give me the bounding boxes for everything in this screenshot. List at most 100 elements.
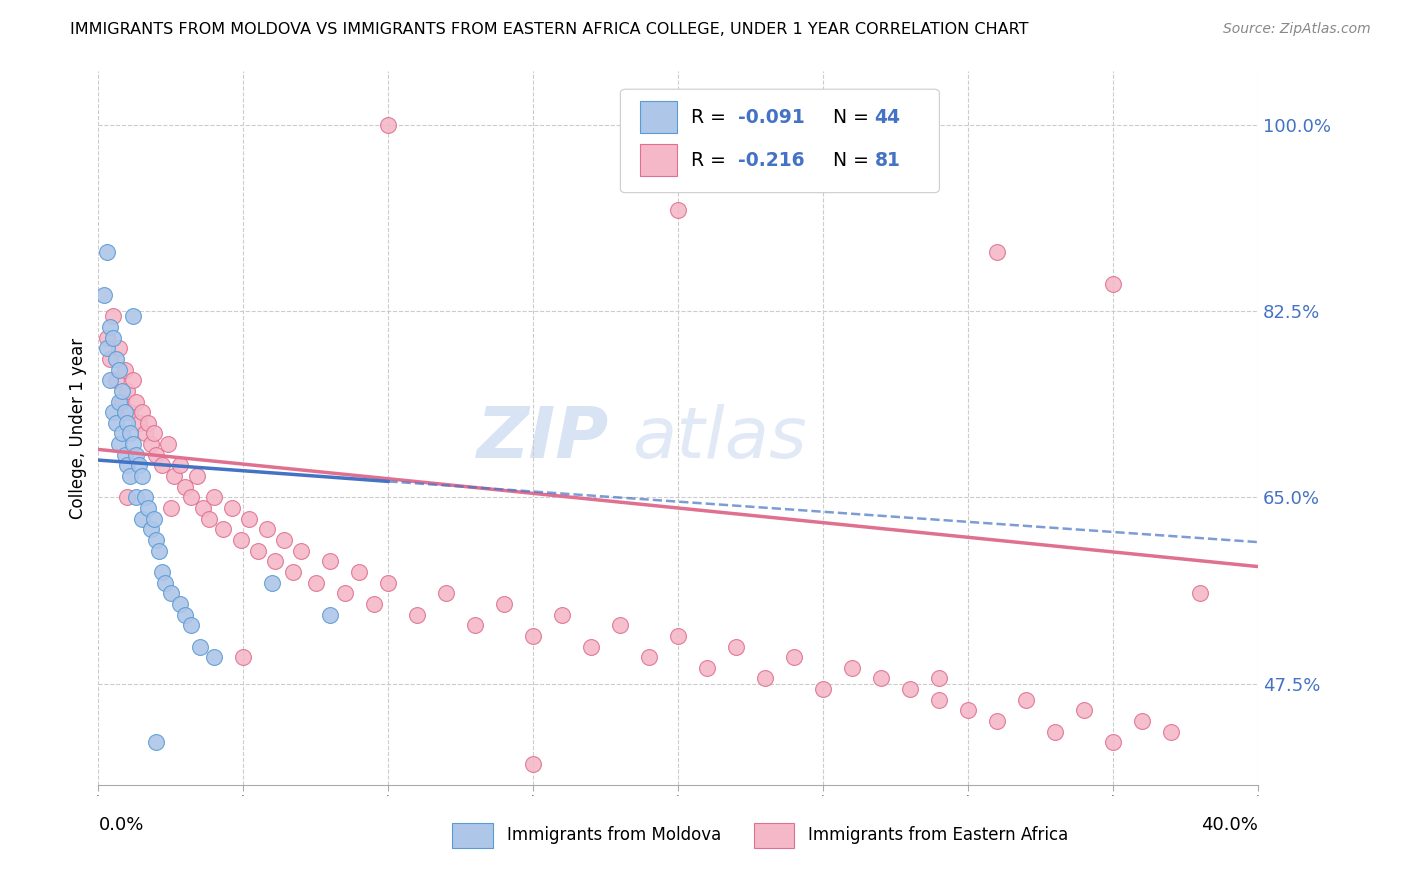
Text: N =: N = bbox=[821, 108, 875, 128]
Point bbox=[212, 522, 235, 536]
Point bbox=[928, 692, 950, 706]
Point bbox=[104, 351, 127, 366]
Point bbox=[174, 480, 197, 494]
Point bbox=[96, 245, 118, 260]
Point bbox=[169, 597, 191, 611]
Point bbox=[120, 405, 142, 419]
Point bbox=[319, 607, 342, 622]
FancyBboxPatch shape bbox=[453, 822, 494, 847]
Point bbox=[363, 597, 385, 611]
Point bbox=[174, 607, 197, 622]
Text: Source: ZipAtlas.com: Source: ZipAtlas.com bbox=[1223, 22, 1371, 37]
Point bbox=[262, 575, 284, 590]
Point bbox=[169, 458, 191, 473]
Point bbox=[128, 458, 150, 473]
Point bbox=[93, 288, 115, 302]
Point bbox=[957, 703, 980, 717]
Point bbox=[120, 469, 142, 483]
Point bbox=[150, 458, 173, 473]
Point bbox=[696, 661, 718, 675]
Point bbox=[125, 491, 148, 505]
FancyBboxPatch shape bbox=[640, 102, 678, 134]
Point bbox=[581, 640, 603, 654]
Point bbox=[305, 575, 328, 590]
Point bbox=[1073, 703, 1095, 717]
Point bbox=[229, 533, 252, 547]
Point bbox=[191, 501, 214, 516]
Point bbox=[131, 469, 153, 483]
Point bbox=[98, 320, 121, 334]
Point bbox=[494, 597, 516, 611]
Point bbox=[122, 373, 145, 387]
Point bbox=[111, 426, 132, 441]
Point bbox=[125, 394, 148, 409]
Point bbox=[783, 650, 806, 665]
FancyBboxPatch shape bbox=[640, 145, 678, 177]
Point bbox=[142, 426, 165, 441]
Point bbox=[122, 310, 145, 324]
Point bbox=[319, 554, 342, 568]
FancyBboxPatch shape bbox=[620, 89, 939, 193]
Y-axis label: College, Under 1 year: College, Under 1 year bbox=[69, 337, 87, 519]
Point bbox=[900, 682, 922, 697]
Point bbox=[246, 543, 269, 558]
Point bbox=[122, 437, 145, 451]
Text: R =: R = bbox=[692, 108, 733, 128]
Point bbox=[186, 469, 208, 483]
Text: Immigrants from Eastern Africa: Immigrants from Eastern Africa bbox=[808, 826, 1069, 844]
Point bbox=[204, 650, 226, 665]
Point bbox=[111, 384, 132, 398]
Text: 81: 81 bbox=[875, 151, 900, 170]
Point bbox=[204, 491, 226, 505]
Point bbox=[117, 458, 139, 473]
Point bbox=[145, 448, 167, 462]
Point bbox=[139, 437, 162, 451]
Point bbox=[464, 618, 486, 632]
Point bbox=[101, 310, 124, 324]
Point bbox=[107, 341, 129, 355]
Point bbox=[333, 586, 356, 600]
Point bbox=[522, 629, 544, 643]
Point bbox=[114, 405, 136, 419]
Point bbox=[139, 522, 162, 536]
Point bbox=[1045, 724, 1067, 739]
Point bbox=[638, 650, 661, 665]
Point bbox=[136, 416, 159, 430]
Point bbox=[136, 501, 159, 516]
Point bbox=[1189, 586, 1212, 600]
Text: IMMIGRANTS FROM MOLDOVA VS IMMIGRANTS FROM EASTERN AFRICA COLLEGE, UNDER 1 YEAR : IMMIGRANTS FROM MOLDOVA VS IMMIGRANTS FR… bbox=[70, 22, 1029, 37]
Text: R =: R = bbox=[692, 151, 733, 170]
Point bbox=[148, 543, 170, 558]
Point bbox=[98, 373, 121, 387]
Text: 40.0%: 40.0% bbox=[1202, 816, 1258, 834]
Point bbox=[197, 511, 219, 525]
Point bbox=[107, 394, 129, 409]
Point bbox=[114, 448, 136, 462]
Point bbox=[180, 618, 202, 632]
Text: -0.091: -0.091 bbox=[738, 108, 804, 128]
Point bbox=[101, 405, 124, 419]
Point bbox=[96, 341, 118, 355]
Point bbox=[264, 554, 287, 568]
Point bbox=[349, 565, 371, 579]
Point bbox=[163, 469, 186, 483]
Point bbox=[153, 575, 176, 590]
Point bbox=[256, 522, 278, 536]
Point bbox=[104, 373, 127, 387]
Text: -0.216: -0.216 bbox=[738, 151, 804, 170]
Text: atlas: atlas bbox=[633, 404, 807, 474]
Point bbox=[406, 607, 429, 622]
Point bbox=[114, 362, 136, 376]
Point bbox=[725, 640, 748, 654]
Point bbox=[142, 511, 165, 525]
Point bbox=[101, 331, 124, 345]
Point bbox=[157, 437, 180, 451]
Point bbox=[134, 491, 156, 505]
Text: N =: N = bbox=[821, 151, 875, 170]
Point bbox=[273, 533, 295, 547]
Text: 0.0%: 0.0% bbox=[98, 816, 143, 834]
Point bbox=[131, 511, 153, 525]
Point bbox=[134, 426, 156, 441]
Point bbox=[117, 491, 139, 505]
Point bbox=[111, 394, 132, 409]
